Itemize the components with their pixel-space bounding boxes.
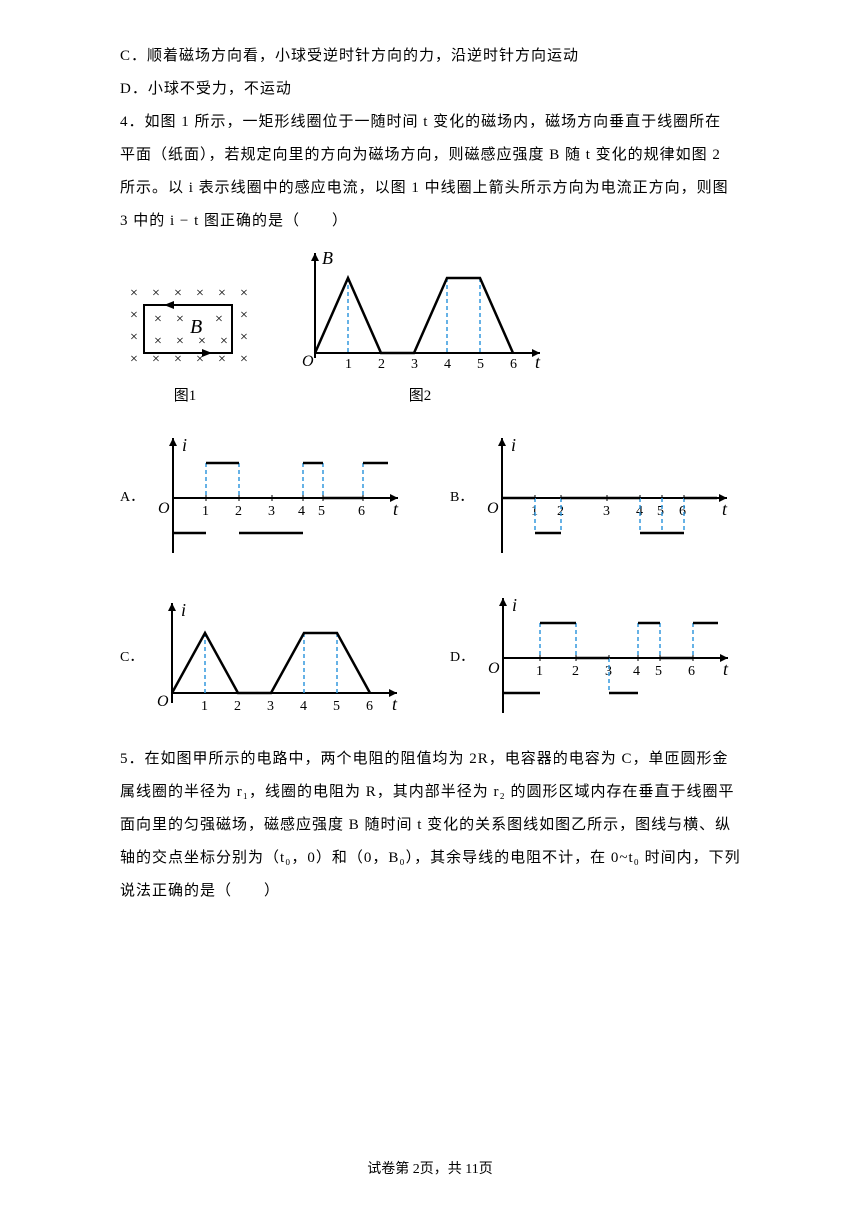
svg-text:3: 3 xyxy=(411,357,418,372)
option-c: C． i t O 1 2 3 4 5 6 xyxy=(120,593,420,723)
svg-text:×: × xyxy=(240,308,248,323)
svg-text:4: 4 xyxy=(633,664,640,679)
svg-text:2: 2 xyxy=(378,357,385,372)
svg-text:×: × xyxy=(176,334,184,349)
option-b: B． i t O 123456 xyxy=(450,433,750,563)
option-d: D． i t O 123456 xyxy=(450,593,750,723)
svg-text:2: 2 xyxy=(235,504,242,519)
svg-text:×: × xyxy=(218,286,226,301)
svg-text:×: × xyxy=(152,352,160,367)
figures-row-1: ×××××× ×× ×× ×××××× ××× ×××× B 图1 xyxy=(120,248,750,413)
svg-text:3: 3 xyxy=(268,504,275,519)
svg-text:6: 6 xyxy=(358,504,365,519)
option-d-label: D． xyxy=(450,643,474,674)
svg-text:×: × xyxy=(130,352,138,367)
svg-text:2: 2 xyxy=(572,664,579,679)
svg-text:O: O xyxy=(158,500,170,517)
svg-text:×: × xyxy=(240,286,248,301)
option-d-text: D．小球不受力，不运动 xyxy=(120,73,750,106)
svg-text:5: 5 xyxy=(318,504,325,519)
svg-text:O: O xyxy=(487,500,499,517)
svg-text:i: i xyxy=(182,435,187,455)
svg-text:2: 2 xyxy=(234,699,241,714)
svg-text:×: × xyxy=(174,352,182,367)
fig1-b-label: B xyxy=(190,316,202,338)
q5-line1: 5．在如图甲所示的电路中，两个电阻的阻值均为 2R，电容器的电容为 C，单匝圆形… xyxy=(120,743,750,776)
option-a-label: A． xyxy=(120,483,144,514)
svg-text:×: × xyxy=(130,330,138,345)
svg-text:×: × xyxy=(174,286,182,301)
svg-text:O: O xyxy=(157,693,169,710)
svg-text:4: 4 xyxy=(298,504,305,519)
svg-text:t: t xyxy=(723,659,729,679)
svg-text:×: × xyxy=(218,352,226,367)
fig1-caption: 图1 xyxy=(120,380,250,413)
svg-text:3: 3 xyxy=(267,699,274,714)
svg-text:6: 6 xyxy=(679,504,686,519)
page-footer: 试卷第 2页，共 11页 xyxy=(0,1155,860,1186)
svg-text:4: 4 xyxy=(444,357,451,372)
svg-text:1: 1 xyxy=(202,504,209,519)
q4-line4: 3 中的 i − t 图正确的是（ ） xyxy=(120,205,750,238)
svg-text:B: B xyxy=(322,248,333,268)
svg-text:×: × xyxy=(130,308,138,323)
q4-line3: 所示。以 i 表示线圈中的感应电流，以图 1 中线圈上箭头所示方向为电流正方向，… xyxy=(120,172,750,205)
svg-text:6: 6 xyxy=(510,357,517,372)
svg-text:×: × xyxy=(196,286,204,301)
q5-line5: 说法正确的是（ ） xyxy=(120,875,750,908)
svg-text:i: i xyxy=(181,600,186,620)
svg-text:i: i xyxy=(512,595,517,615)
svg-text:O: O xyxy=(302,353,314,370)
svg-text:t: t xyxy=(392,694,398,714)
svg-text:×: × xyxy=(240,330,248,345)
q4-line2: 平面（纸面），若规定向里的方向为磁场方向，则磁感应强度 B 随 t 变化的规律如… xyxy=(120,139,750,172)
svg-text:1: 1 xyxy=(536,664,543,679)
svg-text:4: 4 xyxy=(300,699,307,714)
svg-text:5: 5 xyxy=(477,357,484,372)
svg-text:O: O xyxy=(488,660,500,677)
svg-text:×: × xyxy=(240,352,248,367)
svg-text:5: 5 xyxy=(333,699,340,714)
svg-text:6: 6 xyxy=(366,699,373,714)
svg-text:×: × xyxy=(176,312,184,327)
answer-options-grid: A． i t O 123456 xyxy=(120,433,750,723)
svg-text:1: 1 xyxy=(201,699,208,714)
svg-text:6: 6 xyxy=(688,664,695,679)
option-a: A． i t O 1 2 3 45 6 xyxy=(120,433,420,563)
svg-text:1: 1 xyxy=(345,357,352,372)
q5-line2: 属线圈的半径为 r₁，线圈的电阻为 R，其内部半径为 r₂ 的圆形区域内存在垂直… xyxy=(120,776,750,809)
svg-text:×: × xyxy=(130,286,138,301)
svg-text:×: × xyxy=(154,312,162,327)
svg-text:5: 5 xyxy=(657,504,664,519)
q5-line4: 轴的交点坐标分别为（t₀，0）和（0，B₀），其余导线的电阻不计，在 0~t₀ … xyxy=(120,842,750,875)
svg-text:×: × xyxy=(215,312,223,327)
svg-text:5: 5 xyxy=(655,664,662,679)
figure-2: B t O 1 2 3 4 5 6 图2 xyxy=(290,248,550,413)
q4-line1: 4．如图 1 所示，一矩形线圈位于一随时间 t 变化的磁场内，磁场方向垂直于线圈… xyxy=(120,106,750,139)
svg-text:i: i xyxy=(511,435,516,455)
svg-text:×: × xyxy=(220,334,228,349)
option-b-label: B． xyxy=(450,483,473,514)
svg-text:t: t xyxy=(393,499,399,519)
fig2-caption: 图2 xyxy=(290,380,550,413)
svg-text:t: t xyxy=(535,352,541,372)
figure-1: ×××××× ×× ×× ×××××× ××× ×××× B 图1 xyxy=(120,283,250,413)
q5-line3: 面向里的匀强磁场，磁感应强度 B 随时间 t 变化的关系图线如图乙所示，图线与横… xyxy=(120,809,750,842)
svg-text:t: t xyxy=(722,499,728,519)
svg-text:×: × xyxy=(154,334,162,349)
svg-text:3: 3 xyxy=(603,504,610,519)
svg-text:×: × xyxy=(152,286,160,301)
option-c-label: C． xyxy=(120,643,143,674)
option-c-text: C．顺着磁场方向看，小球受逆时针方向的力，沿逆时针方向运动 xyxy=(120,40,750,73)
